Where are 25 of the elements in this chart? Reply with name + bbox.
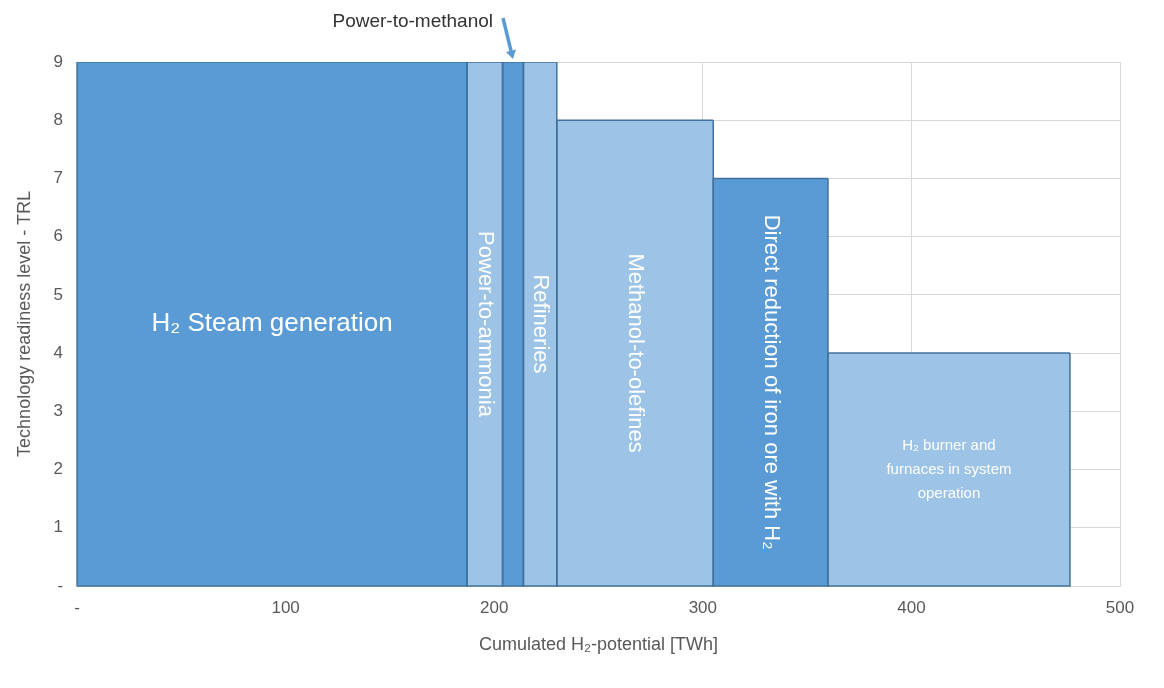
x-tick-label: -	[74, 597, 80, 617]
x-axis-title: Cumulated H₂-potential [TWh]	[478, 634, 719, 655]
y-tick-label: 2	[53, 459, 64, 479]
y-tick-label: 8	[53, 109, 64, 129]
x-tick-label: 400	[897, 597, 926, 617]
y-tick-label: 4	[53, 342, 64, 362]
series-label: Power-to-ammonia	[473, 231, 499, 418]
series-label: Direct reduction of iron ore with H₂	[759, 214, 785, 550]
y-axis-title: Technology readiness level - TRL	[13, 191, 34, 457]
x-tick-label: 500	[1105, 597, 1135, 617]
series-label: H₂ burner and furnaces in system operation	[886, 435, 1012, 501]
series-label: Refineries	[529, 274, 555, 374]
y-tick-label: 6	[53, 226, 64, 246]
y-tick-label: 7	[53, 168, 64, 188]
x-tick-label: 200	[480, 597, 509, 617]
y-tick-label: 9	[53, 51, 64, 71]
series-label: Power-to-methanol	[332, 10, 494, 32]
x-tick-label: 100	[271, 597, 300, 617]
y-tick-label: 5	[53, 284, 64, 304]
y-tick-label: 3	[53, 401, 64, 421]
y-tick-label: -	[57, 575, 64, 595]
series-label: Methanol-to-olefines	[623, 253, 649, 453]
y-tick-label: 1	[53, 517, 64, 537]
x-tick-label: 300	[688, 597, 718, 617]
series-label: H₂ Steam generation	[151, 307, 393, 338]
